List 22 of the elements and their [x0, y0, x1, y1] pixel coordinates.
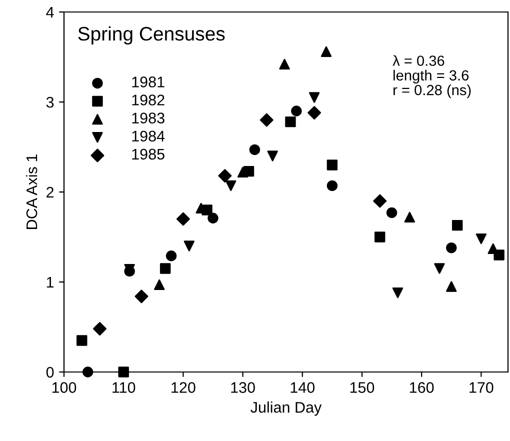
y-tick-label: 2	[46, 186, 54, 198]
legend-label: 1981	[132, 76, 164, 88]
y-axis-title: DCA Axis 1	[26, 154, 38, 229]
annotation: λ = 0.36 length = 3.6 r = 0.28 (ns)	[392, 55, 471, 98]
y-tick-label: 0	[46, 366, 54, 378]
text: Spring Censuses	[78, 26, 225, 45]
legend-label: 1982	[132, 94, 164, 106]
x-tick-label: 100	[52, 382, 76, 393]
y-tick-label: 4	[46, 7, 54, 18]
legend-label: 1984	[132, 130, 165, 142]
y-tick-label: 3	[46, 96, 54, 108]
x-tick-label: 120	[172, 382, 196, 393]
legend-label: 1983	[132, 112, 164, 124]
y-tick-label: 1	[46, 277, 54, 288]
x-tick-label: 170	[470, 382, 494, 393]
x-tick-label: 140	[290, 382, 315, 393]
x-tick-label: 150	[350, 382, 374, 393]
x-axis-title: Julian Day	[250, 402, 322, 416]
x-tick-label: 130	[231, 382, 255, 393]
x-tick-label: 160	[410, 382, 434, 393]
x-tick-label: 110	[112, 382, 136, 393]
legend-label: 1985	[132, 148, 164, 160]
